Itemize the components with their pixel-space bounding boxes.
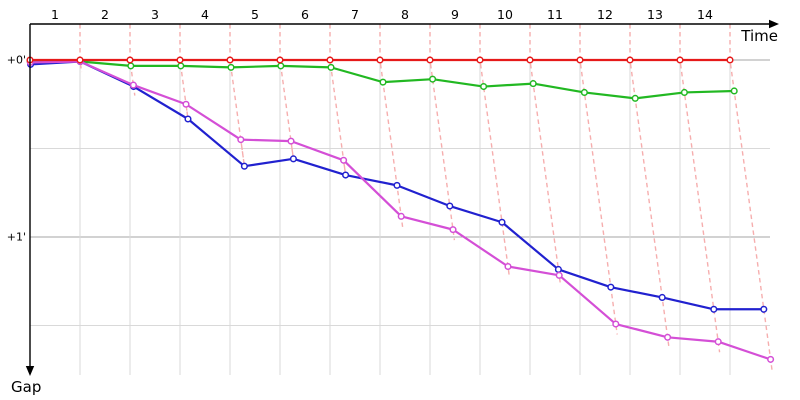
series-magenta-marker xyxy=(237,136,245,144)
x-tick-label: 2 xyxy=(101,7,109,22)
series-red-marker xyxy=(626,56,634,64)
series-magenta-marker xyxy=(664,333,672,341)
series-red-marker xyxy=(376,56,384,64)
lap-connector-line xyxy=(529,24,562,286)
series-blue-marker xyxy=(760,305,768,313)
x-tick-label: 4 xyxy=(201,7,209,22)
series-blue-marker xyxy=(240,162,248,170)
x-tick-label: 5 xyxy=(251,7,259,22)
series-red-marker xyxy=(76,56,84,64)
series-magenta-marker xyxy=(714,338,722,346)
series-blue-marker xyxy=(710,305,718,313)
x-axis-arrowhead-icon xyxy=(769,19,779,29)
series-green-marker xyxy=(631,94,639,102)
lap-connector-line xyxy=(379,24,404,227)
x-tick-label: 7 xyxy=(351,7,359,22)
x-tick-label: 11 xyxy=(547,7,563,22)
series-magenta-marker xyxy=(555,271,563,279)
lap-connector-line xyxy=(329,24,347,176)
series-green-marker xyxy=(177,62,185,70)
x-tick-label: 3 xyxy=(151,7,159,22)
series-green-marker xyxy=(327,63,335,71)
axes: Time Gap +0' +1' xyxy=(7,19,779,396)
series-blue-marker xyxy=(498,218,506,226)
y-tick-label-0: +0' xyxy=(7,54,26,67)
series-red-marker xyxy=(526,56,534,64)
series-green-marker xyxy=(480,83,488,91)
series-green-marker xyxy=(429,75,437,83)
x-tick-label: 8 xyxy=(401,7,409,22)
series-green-marker xyxy=(730,87,738,95)
x-axis-title: Time xyxy=(740,27,778,45)
series-red-marker xyxy=(426,56,434,64)
x-tick-label: 12 xyxy=(597,7,613,22)
series-green-marker xyxy=(277,62,285,70)
x-tick-label: 1 xyxy=(51,7,59,22)
series-magenta-marker xyxy=(287,137,295,145)
x-tick-labels: 1 2 3 4 5 6 7 8 9 10 11 12 13 14 xyxy=(51,7,713,22)
x-tick-label: 6 xyxy=(301,7,309,22)
lap-connector-line xyxy=(229,24,246,167)
series-magenta-marker xyxy=(182,100,190,108)
y-axis-title: Gap xyxy=(11,378,41,396)
series-red-marker xyxy=(276,56,284,64)
series-green-marker xyxy=(379,78,387,86)
y-axis-arrowhead-icon xyxy=(25,366,35,376)
series-green xyxy=(26,57,738,102)
series-green-marker xyxy=(680,88,688,96)
series-blue-marker xyxy=(658,293,666,302)
y-tick-label-1: +1' xyxy=(7,231,26,244)
series-blue-marker xyxy=(607,283,615,291)
series-red-marker xyxy=(226,56,234,64)
series-blue-marker xyxy=(554,265,562,274)
series-red-marker xyxy=(476,56,484,64)
series-magenta-marker xyxy=(767,355,775,363)
series-red xyxy=(26,56,734,64)
series-magenta-marker xyxy=(397,212,405,220)
x-tick-label: 10 xyxy=(497,7,513,22)
series-blue-marker xyxy=(446,202,454,210)
series-green-marker xyxy=(227,63,235,71)
series-green-marker xyxy=(529,80,537,88)
series-red-marker xyxy=(726,56,734,64)
series-blue-marker xyxy=(184,115,192,123)
series-blue-marker xyxy=(289,155,297,163)
series-lines xyxy=(26,56,775,363)
series-magenta-marker xyxy=(129,81,137,89)
series-red-marker xyxy=(676,56,684,64)
series-blue-marker xyxy=(393,181,401,189)
lap-connector-line xyxy=(729,24,773,371)
series-red-marker xyxy=(126,56,134,64)
series-red-marker xyxy=(576,56,584,64)
series-red-marker xyxy=(176,56,184,64)
series-magenta-marker xyxy=(449,226,457,234)
series-magenta-marker xyxy=(340,156,348,164)
series-blue-marker xyxy=(342,171,350,179)
x-tick-label: 13 xyxy=(647,7,663,22)
series-red-marker xyxy=(326,56,334,64)
x-tick-label: 9 xyxy=(451,7,459,22)
series-magenta-marker xyxy=(504,262,512,271)
series-green-marker xyxy=(580,88,588,96)
lap-connector-line xyxy=(479,24,511,278)
x-tick-label: 14 xyxy=(697,7,713,22)
series-green-marker xyxy=(127,62,135,70)
series-magenta-marker xyxy=(612,320,620,328)
lap-connector-line xyxy=(79,24,83,73)
